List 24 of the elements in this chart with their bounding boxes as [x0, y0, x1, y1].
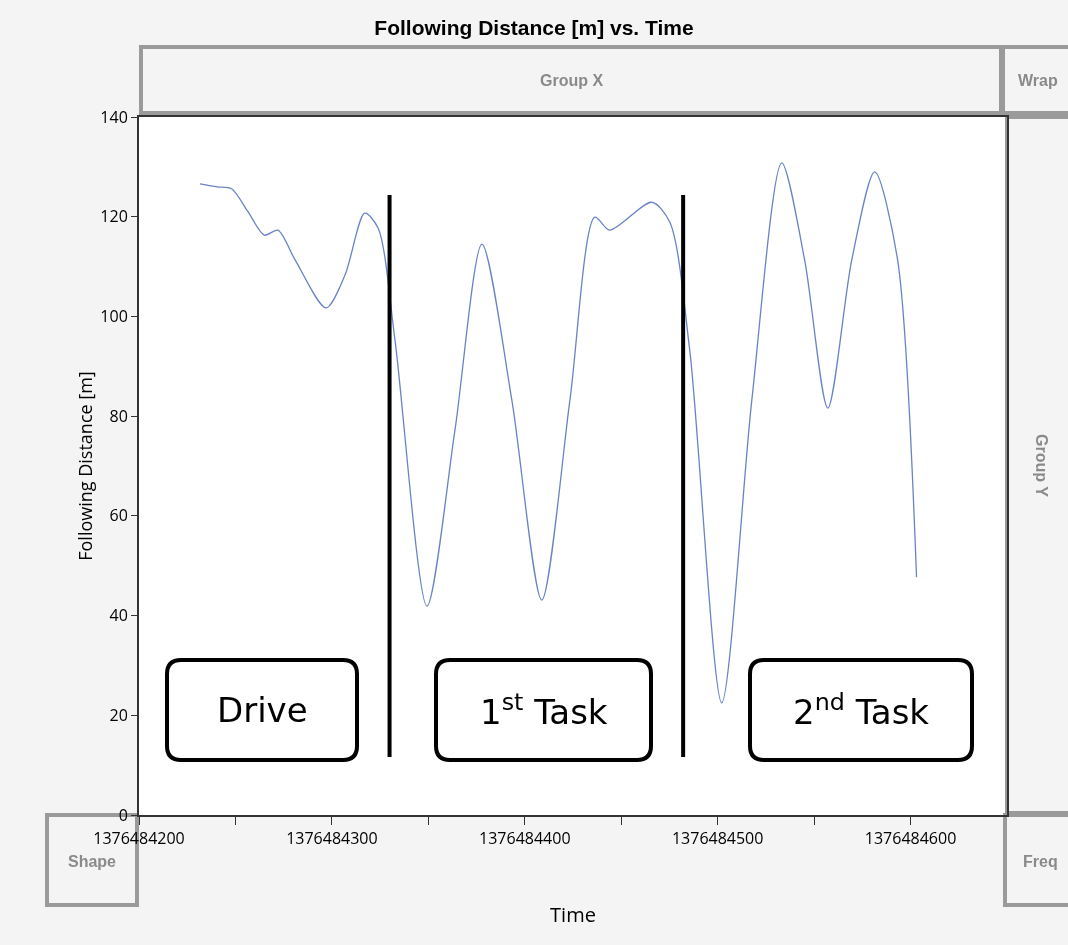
x-tick-label: 1376484400 [479, 827, 571, 850]
y-tick-label: 100 [100, 305, 128, 328]
x-tick-label: 1376484200 [93, 827, 185, 850]
text: Group X [540, 72, 604, 89]
text: Wrap [1018, 72, 1058, 89]
text: Freq [1023, 853, 1058, 870]
y-tick-label: 60 [109, 504, 128, 527]
text: Group Y [1033, 434, 1050, 498]
x-tick-label: 1376484500 [671, 827, 764, 850]
x-axis-title: Time [550, 901, 596, 929]
y-axis-title: Following Distance [m] [73, 371, 97, 561]
x-tick-label: 1376484300 [286, 827, 378, 850]
chart-title: Following Distance [m] vs. Time [374, 16, 694, 40]
y-tick-label: 0 [118, 803, 128, 826]
annotation: 2$^{nd}$ Task [793, 688, 930, 733]
y-tick-label: 20 [109, 703, 128, 726]
y-tick-label: 140 [100, 105, 128, 128]
y-tick-label: 40 [109, 604, 128, 627]
text: Shape [68, 853, 117, 870]
y-tick-label: 120 [100, 205, 128, 228]
annotation: Drive [217, 690, 308, 730]
x-tick-label: 1376484600 [864, 827, 957, 850]
annotation: 1$^{st}$ Task [480, 688, 608, 733]
y-tick-label: 80 [109, 404, 128, 427]
